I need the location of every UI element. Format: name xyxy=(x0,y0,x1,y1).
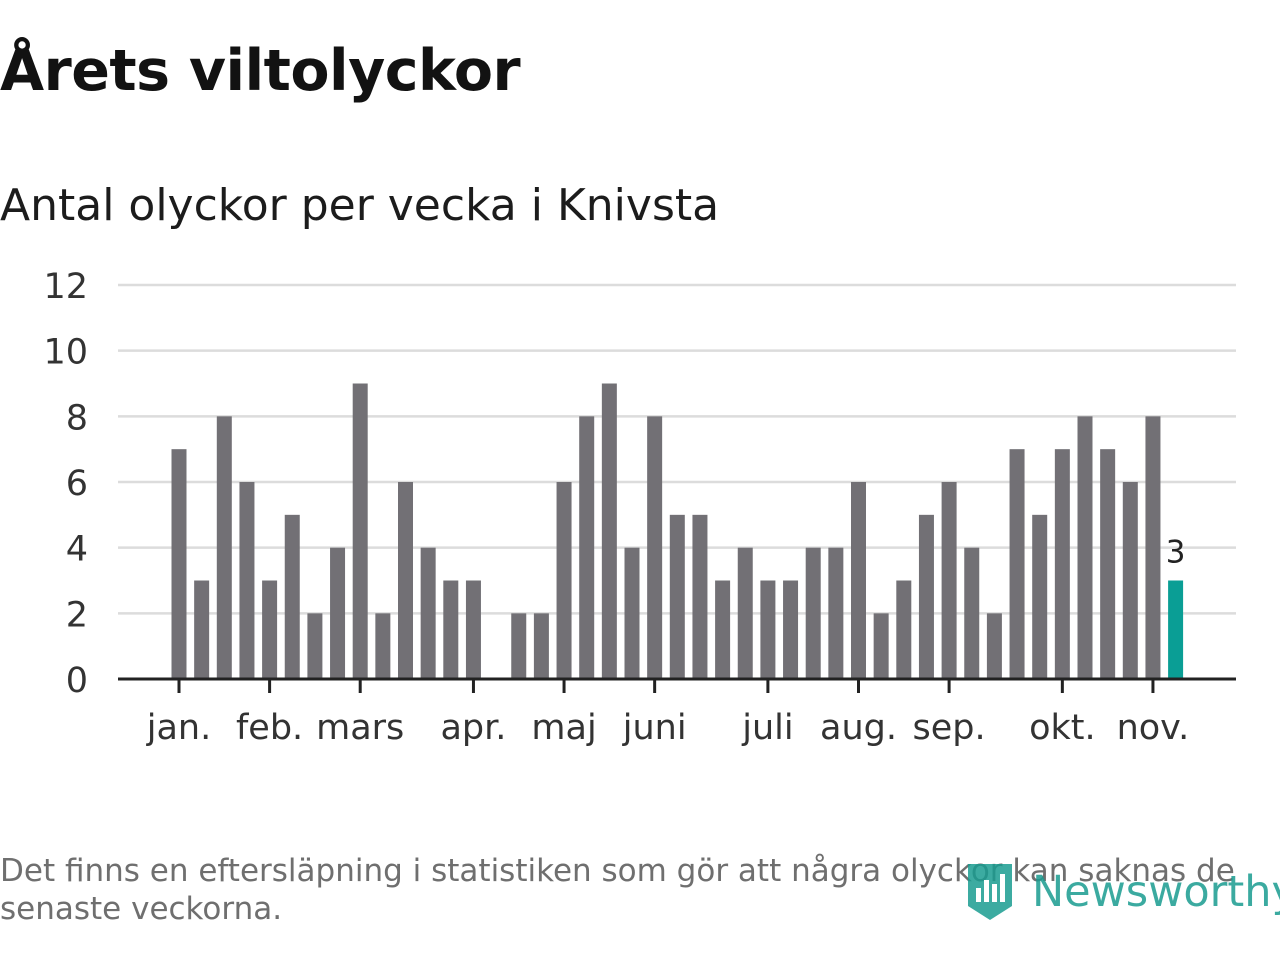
bar xyxy=(1009,449,1025,679)
bar xyxy=(828,547,844,679)
bar xyxy=(964,547,980,679)
brand-logo: Newsworthy xyxy=(964,860,1280,924)
footnote: Det finns en eftersläpning i statistiken… xyxy=(0,853,1235,927)
bar xyxy=(918,514,934,679)
bar xyxy=(805,547,821,679)
x-tick-label: mars xyxy=(316,708,404,748)
bar xyxy=(624,547,640,679)
x-axis: jan. feb. mars apr. maj juni juli aug. sep. okt. n… xyxy=(118,677,1236,748)
chart-title: Årets viltolyckor xyxy=(0,38,521,104)
current-week-value-label: 3 xyxy=(1166,535,1186,571)
x-tick-label: feb. xyxy=(236,708,303,748)
x-tick-label: sep. xyxy=(913,708,986,748)
y-tick-label: 8 xyxy=(66,398,88,438)
x-tick-label: maj xyxy=(531,708,596,748)
x-tick-label: aug. xyxy=(820,708,897,748)
bar xyxy=(262,580,278,679)
bar xyxy=(216,416,232,679)
bar xyxy=(239,482,255,679)
y-tick-label: 12 xyxy=(43,267,88,307)
x-tick-label: jan. xyxy=(146,708,211,748)
bar xyxy=(579,416,595,679)
bar xyxy=(873,613,889,679)
bar xyxy=(284,514,300,679)
x-tick-label: apr. xyxy=(440,708,506,748)
chart-subtitle: Antal olyckor per vecka i Knivsta xyxy=(0,180,720,231)
bar xyxy=(715,580,731,679)
bar xyxy=(375,613,391,679)
data-labels: 3 xyxy=(1166,535,1186,571)
x-tick-label: okt. xyxy=(1029,708,1096,748)
bar xyxy=(465,580,481,679)
bars xyxy=(171,383,1184,679)
bar xyxy=(692,514,708,679)
bar xyxy=(1100,449,1116,679)
bar xyxy=(398,482,413,679)
bar xyxy=(647,416,663,679)
bar xyxy=(1054,449,1070,679)
bar xyxy=(851,482,866,679)
bar xyxy=(986,613,1002,679)
x-tick-label: juli xyxy=(741,708,793,748)
bar xyxy=(760,580,776,679)
bar xyxy=(420,547,436,679)
bar xyxy=(1145,416,1161,679)
bar xyxy=(352,383,368,679)
brand-name: Newsworthy xyxy=(1032,867,1280,917)
bar xyxy=(511,613,527,679)
bar xyxy=(533,613,549,679)
y-tick-label: 6 xyxy=(66,464,88,504)
x-tick-label: juni xyxy=(622,708,687,748)
x-tick-label: nov. xyxy=(1117,708,1190,748)
bar xyxy=(1077,416,1093,679)
bar xyxy=(1122,482,1138,679)
y-axis: 0 2 4 6 8 10 12 xyxy=(43,267,88,701)
y-tick-label: 2 xyxy=(66,595,88,635)
bar xyxy=(443,580,459,679)
bar xyxy=(330,547,346,679)
bar xyxy=(737,547,753,679)
bar-current-week xyxy=(1168,580,1184,679)
bar xyxy=(307,613,323,679)
bar xyxy=(1032,514,1048,679)
bar xyxy=(601,383,617,679)
bar xyxy=(896,580,912,679)
y-tick-label: 0 xyxy=(66,661,88,701)
bar xyxy=(669,514,685,679)
bar xyxy=(171,449,187,679)
bar xyxy=(941,482,957,679)
gridlines xyxy=(118,283,1236,615)
y-tick-label: 10 xyxy=(43,333,88,373)
bar xyxy=(783,580,799,679)
bar-chart-badge-icon xyxy=(968,864,1012,920)
y-tick-label: 4 xyxy=(66,530,88,570)
weekly-accidents-bar-chart: 0 2 4 6 8 10 12 jan. feb. mars apr. maj juni juli aug… xyxy=(43,267,1236,748)
bar xyxy=(194,580,210,679)
bar xyxy=(556,482,572,679)
